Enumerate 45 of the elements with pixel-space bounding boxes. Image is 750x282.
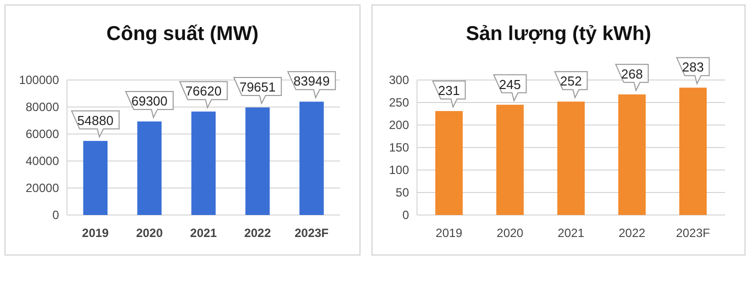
bar xyxy=(679,88,707,215)
data-label: 69300 xyxy=(131,93,168,108)
x-tick-label: 2019 xyxy=(82,226,110,240)
data-label: 252 xyxy=(560,74,582,89)
bar xyxy=(137,121,162,215)
data-label: 283 xyxy=(682,60,704,75)
y-tick-label: 150 xyxy=(388,140,410,154)
y-tick-label: 0 xyxy=(52,208,60,222)
x-tick-label: 2020 xyxy=(136,226,164,240)
data-label: 79651 xyxy=(239,79,276,94)
chart-title: Sản lượng (tỷ kWh) xyxy=(466,23,652,45)
y-tick-label: 250 xyxy=(388,96,410,110)
y-tick-label: 100000 xyxy=(18,73,60,87)
x-tick-label: 2023F xyxy=(676,226,710,240)
x-tick-label: 2021 xyxy=(190,226,218,240)
x-tick-label: 2022 xyxy=(244,226,272,240)
y-tick-label: 100 xyxy=(388,163,410,177)
bar xyxy=(618,94,646,215)
bar xyxy=(83,140,108,215)
y-tick-label: 50 xyxy=(396,186,410,200)
y-tick-label: 200 xyxy=(388,118,410,132)
x-tick-label: 2022 xyxy=(618,226,646,240)
data-label: 54880 xyxy=(77,112,114,128)
bar xyxy=(435,111,463,215)
data-label: 76620 xyxy=(185,84,222,99)
data-label: 245 xyxy=(499,76,521,92)
y-tick-label: 300 xyxy=(388,73,410,87)
bar xyxy=(245,107,270,215)
y-tick-label: 20000 xyxy=(26,181,60,195)
x-tick-label: 2019 xyxy=(436,226,463,240)
data-label: 268 xyxy=(621,66,643,82)
y-tick-label: 0 xyxy=(402,208,410,222)
data-label: 83949 xyxy=(294,74,330,89)
bar xyxy=(299,102,324,215)
chart-title: Công suất (MW) xyxy=(106,23,259,45)
bar xyxy=(496,104,524,215)
x-tick-label: 2020 xyxy=(496,226,524,240)
bar xyxy=(557,102,585,215)
x-tick-label: 2021 xyxy=(558,226,585,240)
bar xyxy=(191,112,216,215)
y-tick-label: 80000 xyxy=(26,100,60,114)
y-tick-label: 40000 xyxy=(26,154,60,168)
x-tick-label: 2023F xyxy=(294,226,329,240)
data-label: 231 xyxy=(438,83,460,98)
y-tick-label: 60000 xyxy=(26,127,60,141)
